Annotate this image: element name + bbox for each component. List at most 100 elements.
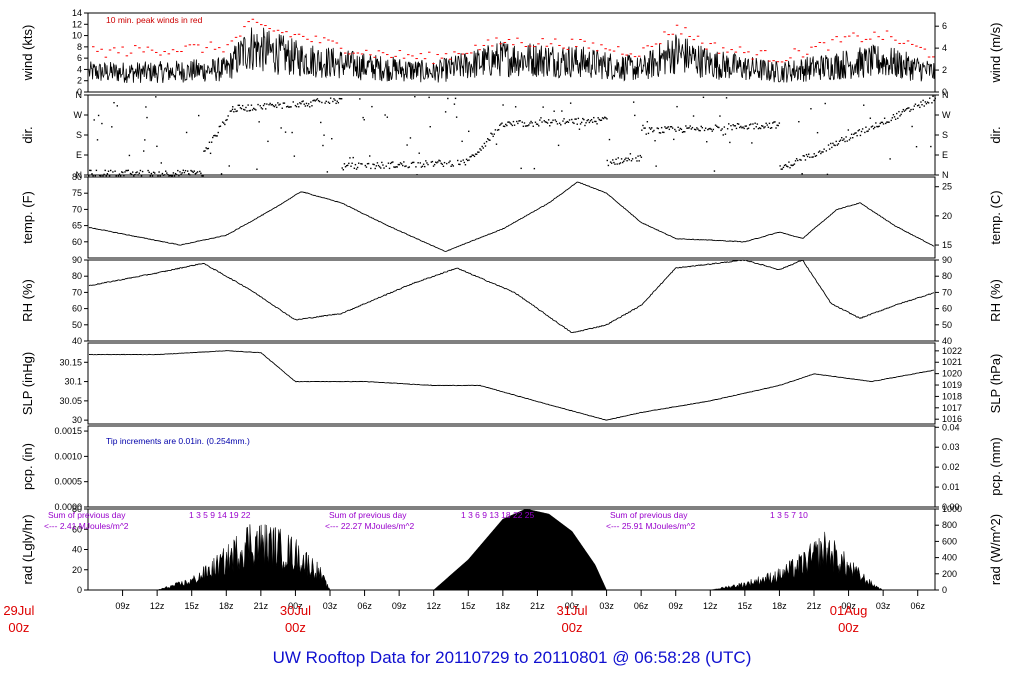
panel-rad bbox=[157, 508, 884, 591]
direction-point bbox=[259, 105, 261, 107]
direction-point bbox=[909, 110, 911, 112]
direction-point bbox=[352, 156, 354, 159]
direction-point bbox=[833, 144, 835, 146]
direction-point bbox=[272, 105, 275, 107]
direction-point bbox=[914, 103, 917, 105]
x-day-hour-label: 00z bbox=[562, 620, 583, 635]
direction-point bbox=[560, 124, 562, 126]
direction-point bbox=[446, 162, 448, 165]
direction-point bbox=[590, 118, 593, 121]
direction-point bbox=[563, 118, 565, 120]
direction-point bbox=[825, 150, 828, 152]
wind-speed-line bbox=[88, 27, 935, 84]
direction-point bbox=[524, 125, 527, 127]
direction-point bbox=[270, 104, 272, 106]
direction-point bbox=[163, 174, 166, 176]
direction-point bbox=[221, 121, 224, 123]
direction-point bbox=[414, 95, 416, 98]
direction-point bbox=[572, 121, 574, 124]
direction-point bbox=[299, 102, 301, 104]
direction-point bbox=[695, 129, 697, 131]
direction-point bbox=[373, 163, 375, 166]
x-day-label: 29Jul bbox=[3, 603, 34, 618]
direction-point bbox=[158, 171, 160, 173]
direction-point bbox=[506, 124, 508, 127]
direction-point bbox=[248, 110, 250, 112]
direction-point bbox=[141, 170, 144, 173]
direction-point bbox=[798, 120, 800, 123]
direction-point bbox=[645, 133, 647, 135]
direction-point bbox=[653, 129, 655, 132]
direction-point bbox=[383, 167, 385, 169]
direction-point bbox=[571, 118, 573, 121]
direction-point bbox=[834, 144, 836, 147]
direction-point bbox=[481, 145, 483, 148]
y-tick-label-left: N bbox=[76, 170, 83, 180]
x-tick-label: 12z bbox=[703, 601, 718, 611]
direction-point bbox=[913, 105, 916, 107]
direction-point bbox=[538, 125, 540, 127]
direction-point bbox=[907, 107, 909, 109]
radiation-sum-title: Sum of previous day bbox=[329, 510, 407, 520]
direction-point bbox=[149, 175, 151, 177]
direction-point bbox=[905, 108, 908, 110]
direction-point bbox=[125, 169, 127, 172]
direction-point bbox=[615, 158, 617, 161]
direction-point bbox=[363, 119, 365, 121]
direction-point bbox=[713, 170, 716, 172]
direction-point bbox=[735, 127, 738, 130]
direction-point bbox=[212, 136, 214, 139]
direction-point bbox=[588, 121, 591, 124]
direction-point bbox=[923, 105, 925, 107]
direction-point bbox=[850, 133, 853, 136]
direction-point bbox=[204, 150, 206, 152]
direction-point bbox=[342, 169, 345, 171]
direction-point bbox=[555, 120, 558, 123]
direction-point bbox=[540, 117, 542, 119]
direction-point bbox=[922, 99, 924, 102]
direction-point bbox=[344, 166, 347, 168]
direction-point bbox=[820, 152, 822, 155]
direction-point bbox=[756, 123, 759, 125]
direction-point bbox=[501, 122, 503, 124]
direction-point bbox=[669, 126, 672, 128]
direction-point bbox=[532, 125, 534, 127]
direction-point bbox=[459, 163, 461, 166]
direction-point bbox=[842, 139, 844, 142]
direction-point bbox=[228, 165, 230, 167]
direction-point bbox=[839, 139, 842, 141]
direction-point bbox=[443, 161, 446, 164]
direction-point bbox=[859, 134, 862, 137]
direction-point bbox=[289, 106, 291, 108]
direction-point bbox=[283, 102, 286, 104]
x-tick-label: 12z bbox=[426, 601, 441, 611]
direction-point bbox=[845, 136, 847, 138]
direction-point bbox=[252, 107, 255, 110]
direction-point bbox=[404, 165, 406, 168]
direction-point bbox=[767, 126, 770, 128]
direction-point bbox=[637, 155, 639, 157]
direction-point bbox=[281, 107, 283, 109]
direction-point bbox=[316, 98, 319, 100]
direction-point bbox=[449, 160, 451, 162]
direction-point bbox=[196, 171, 199, 173]
direction-point bbox=[135, 171, 137, 174]
direction-point bbox=[535, 123, 538, 125]
direction-point bbox=[343, 163, 346, 165]
direction-point bbox=[728, 123, 730, 125]
slp-line bbox=[88, 350, 935, 421]
direction-point bbox=[792, 164, 795, 166]
direction-point bbox=[155, 96, 157, 98]
direction-point bbox=[708, 128, 710, 130]
x-tick-label: 00z bbox=[565, 601, 580, 611]
y-tick-label-right: 6 bbox=[942, 21, 947, 31]
direction-point bbox=[623, 160, 625, 162]
direction-point bbox=[402, 164, 404, 167]
direction-point bbox=[627, 157, 629, 160]
direction-point bbox=[176, 174, 178, 176]
y-tick-label-left: 80 bbox=[72, 271, 82, 281]
direction-point bbox=[899, 115, 901, 117]
panel-rh bbox=[88, 259, 935, 334]
direction-point bbox=[325, 100, 327, 103]
y-tick-label-left: E bbox=[76, 150, 82, 160]
